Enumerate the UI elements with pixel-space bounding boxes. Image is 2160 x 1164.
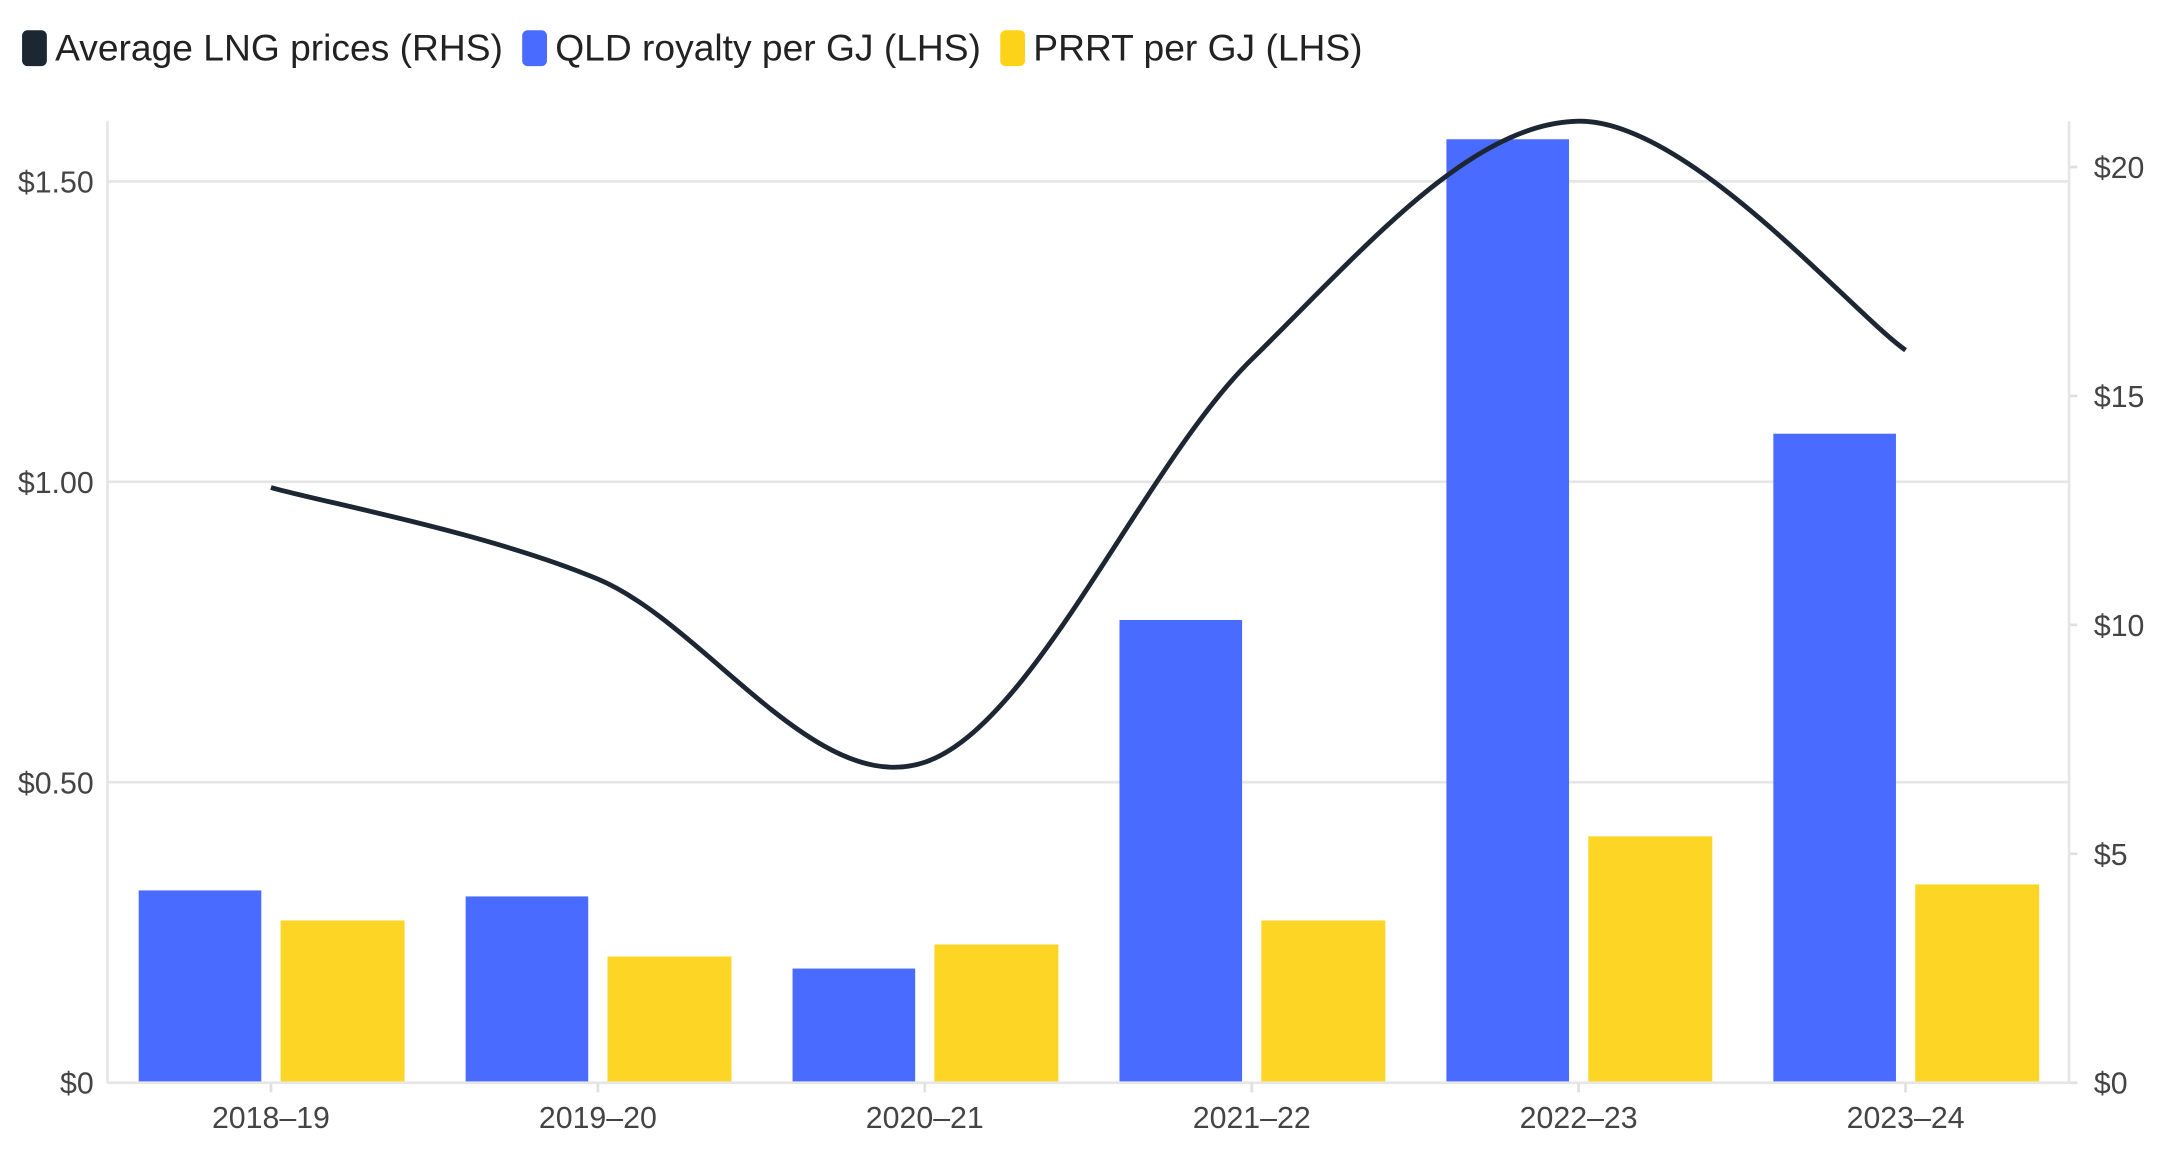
right-tick-label: $5 xyxy=(2094,839,2128,872)
legend: Average LNG prices (RHS) QLD royalty per … xyxy=(22,27,1363,69)
left-tick-label: $0 xyxy=(60,1068,94,1101)
bar-prrt xyxy=(934,944,1059,1083)
bar-qld-royalty xyxy=(1773,433,1896,1083)
left-tick-label: $0.50 xyxy=(18,767,94,800)
legend-swatch-1 xyxy=(522,30,547,67)
bar-prrt xyxy=(607,956,732,1083)
x-tick-label: 2018–19 xyxy=(212,1102,330,1135)
right-tick-label: $10 xyxy=(2094,610,2145,643)
right-tick-label: $15 xyxy=(2094,381,2145,414)
left-tick-label: $1.50 xyxy=(18,166,94,199)
x-tick-label: 2021–22 xyxy=(1193,1102,1311,1135)
bar-qld-royalty xyxy=(792,968,916,1083)
legend-label: PRRT per GJ (LHS) xyxy=(1033,27,1362,69)
bar-qld-royalty xyxy=(465,896,589,1083)
x-tick-label: 2022–23 xyxy=(1520,1102,1638,1135)
left-tick-label: $1.00 xyxy=(18,467,94,500)
bar-qld-royalty xyxy=(1446,139,1570,1083)
right-tick-label: $20 xyxy=(2094,152,2145,185)
bar-prrt xyxy=(1915,884,2040,1083)
axes: $0 $0.50 $1.00 $1.50 $0 $5 $10 $15 $20 2018–19 201… xyxy=(18,121,2145,1135)
gridlines xyxy=(107,179,2070,784)
right-tick-label: $0 xyxy=(2094,1068,2128,1101)
x-tick-label: 2023–24 xyxy=(1847,1102,1965,1135)
bars xyxy=(138,139,2040,1083)
lng-price-series-line xyxy=(270,118,1907,770)
legend-label: QLD royalty per GJ (LHS) xyxy=(555,27,981,69)
bar-prrt xyxy=(1261,920,1386,1083)
bar-prrt xyxy=(1588,836,1713,1083)
legend-swatch-0 xyxy=(22,30,47,67)
legend-label: Average LNG prices (RHS) xyxy=(55,27,503,69)
lng-price-line xyxy=(270,118,1907,770)
bar-qld-royalty xyxy=(1119,620,1243,1083)
bar-qld-royalty xyxy=(138,890,262,1083)
legend-swatch-2 xyxy=(1000,30,1026,67)
bar-prrt xyxy=(280,920,405,1083)
x-tick-label: 2019–20 xyxy=(539,1102,657,1135)
x-tick-label: 2020–21 xyxy=(866,1102,984,1135)
